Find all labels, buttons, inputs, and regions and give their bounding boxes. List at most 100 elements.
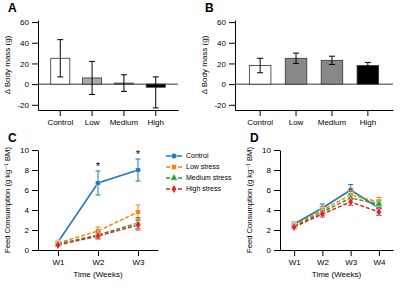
y-tick-mark bbox=[32, 22, 38, 23]
marker bbox=[136, 210, 141, 215]
figure: -200204060ControlLowMediumHighAΔ Body ma… bbox=[0, 0, 400, 303]
y-tick: 0 bbox=[222, 80, 235, 89]
legend: ControlLow stressMedium stressHigh stres… bbox=[166, 152, 232, 193]
x-axis-line bbox=[281, 250, 394, 251]
y-tick-label: 4 bbox=[25, 206, 30, 215]
error-bar bbox=[136, 220, 141, 230]
plot-area bbox=[290, 185, 382, 232]
y-tick-label: 6 bbox=[25, 186, 30, 195]
y-axis: -200204060 bbox=[214, 18, 235, 110]
x-axis: Control Low Medium High bbox=[39, 110, 179, 127]
marker bbox=[291, 222, 296, 231]
x-tick: W1 bbox=[53, 250, 66, 267]
y-tick-label: 0 bbox=[222, 80, 227, 89]
y-tick-mark bbox=[274, 250, 280, 251]
marker bbox=[348, 197, 353, 206]
y-tick-label: 8 bbox=[267, 166, 272, 175]
y-tick-label: 20 bbox=[217, 60, 226, 69]
y-tick: 4 bbox=[267, 206, 280, 215]
x-tick-label: W1 bbox=[289, 258, 302, 267]
x-tick: W2 bbox=[317, 250, 330, 267]
annotation: * bbox=[96, 160, 101, 172]
marker bbox=[55, 240, 60, 249]
x-tick-label: High bbox=[148, 118, 164, 127]
y-axis-title: Δ Body mass (g) bbox=[3, 35, 12, 94]
x-tick-label: W1 bbox=[53, 258, 66, 267]
y-tick-label: 4 bbox=[267, 206, 272, 215]
y-tick-mark bbox=[229, 105, 235, 106]
y-tick-label: 0 bbox=[267, 246, 272, 255]
plot-area bbox=[235, 53, 393, 84]
y-tick: 60 bbox=[20, 18, 38, 27]
x-tick: High bbox=[148, 110, 164, 127]
error-bar bbox=[293, 53, 299, 63]
y-axis-title: Δ Body mass (g) bbox=[200, 35, 209, 94]
y-tick: 20 bbox=[20, 60, 38, 69]
legend-label: High stress bbox=[186, 185, 222, 193]
y-tick-label: 0 bbox=[25, 246, 30, 255]
legend-entry: Control bbox=[166, 152, 209, 159]
y-axis-line bbox=[38, 21, 39, 111]
y-tick: 10 bbox=[20, 146, 38, 155]
panel-title: A bbox=[8, 1, 17, 15]
panel-title: D bbox=[250, 131, 259, 145]
y-tick-mark bbox=[32, 63, 38, 64]
x-tick: Low bbox=[85, 110, 100, 127]
x-tick-label: W2 bbox=[93, 258, 106, 267]
x-tick-mark bbox=[138, 250, 139, 256]
y-tick: 60 bbox=[217, 18, 235, 27]
x-tick: Low bbox=[289, 110, 304, 127]
y-tick-label: 8 bbox=[25, 166, 30, 175]
y-tick-mark bbox=[32, 230, 38, 231]
marker bbox=[375, 200, 382, 206]
y-axis: -200204060 bbox=[17, 18, 38, 110]
marker bbox=[135, 220, 140, 229]
x-tick-mark bbox=[260, 110, 261, 116]
y-tick-mark bbox=[274, 150, 280, 151]
y-tick-mark bbox=[229, 84, 235, 85]
x-tick-mark bbox=[379, 250, 380, 256]
x-tick: Medium bbox=[110, 110, 139, 127]
x-tick-mark bbox=[331, 110, 332, 116]
x-tick: W2 bbox=[93, 250, 106, 267]
annotation: * bbox=[136, 148, 141, 160]
y-tick-mark bbox=[229, 22, 235, 23]
panel: 0246810W1W2W3W4DFeed Consumption (g kg⁻¹… bbox=[245, 131, 394, 279]
y-axis-title: Feed Consumption (g kg⁻¹ BM) bbox=[3, 147, 12, 253]
legend-entry: Medium stress bbox=[166, 174, 232, 182]
y-axis-line bbox=[280, 151, 281, 251]
x-tick-mark bbox=[322, 250, 323, 256]
marker bbox=[95, 231, 100, 240]
y-tick: 8 bbox=[267, 166, 280, 175]
x-tick: W3 bbox=[345, 250, 358, 267]
y-tick-mark bbox=[229, 43, 235, 44]
error-bar bbox=[365, 62, 371, 68]
y-tick: 4 bbox=[25, 206, 38, 215]
x-tick: High bbox=[360, 110, 376, 127]
y-tick-label: 0 bbox=[25, 80, 30, 89]
y-tick: 0 bbox=[25, 80, 38, 89]
y-tick-mark bbox=[229, 63, 235, 64]
y-tick-label: 10 bbox=[262, 146, 271, 155]
y-tick-mark bbox=[32, 250, 38, 251]
panel: -200204060ControlLowMediumHighAΔ Body ma… bbox=[3, 1, 179, 127]
error-bar bbox=[257, 58, 263, 72]
x-tick: W1 bbox=[289, 250, 302, 267]
panel-title: B bbox=[205, 1, 214, 15]
y-tick-mark bbox=[274, 190, 280, 191]
y-tick-label: 60 bbox=[20, 18, 29, 27]
y-tick: 40 bbox=[217, 39, 235, 48]
x-axis: W1 W2 W3 W4 bbox=[281, 250, 394, 267]
x-tick-mark bbox=[296, 110, 297, 116]
x-tick-label: W4 bbox=[373, 258, 386, 267]
chart-container: -200204060ControlLowMediumHighAΔ Body ma… bbox=[0, 0, 400, 303]
x-axis-line bbox=[236, 110, 394, 111]
legend-entry: High stress bbox=[166, 184, 222, 193]
series-line bbox=[58, 212, 138, 243]
x-tick: Control bbox=[47, 110, 73, 127]
x-tick-mark bbox=[367, 110, 368, 116]
x-axis: W1W2W3 bbox=[39, 250, 159, 267]
marker bbox=[320, 209, 325, 218]
series-line bbox=[294, 198, 379, 226]
legend-symbol bbox=[171, 153, 177, 159]
